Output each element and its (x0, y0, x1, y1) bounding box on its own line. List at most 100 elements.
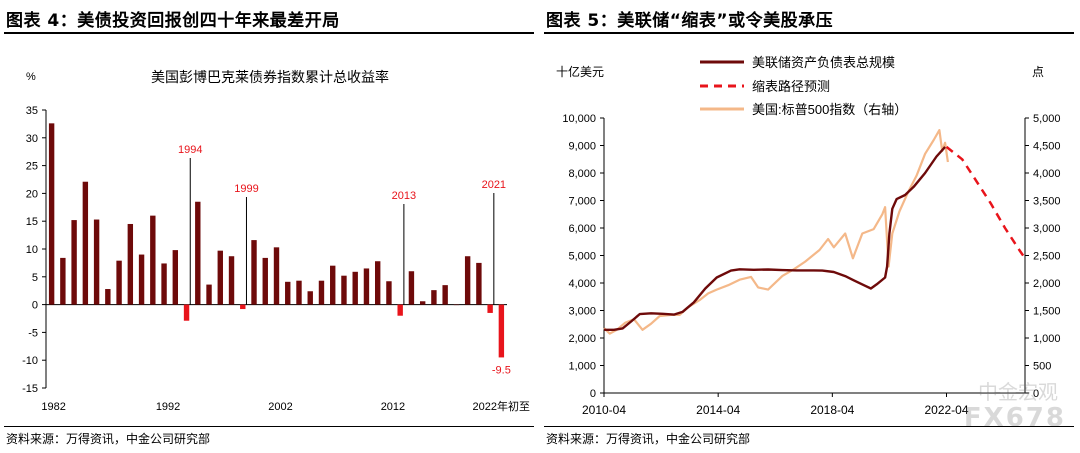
annotation-label: 2013 (392, 190, 416, 202)
bar-1998 (228, 256, 235, 305)
right-tick-label: 2,500 (1033, 251, 1061, 263)
left-tick-label: 0 (590, 388, 596, 400)
panel-fed-balance: 图表 5：美联储“缩表”或令美股承压 十亿美元 点 0 1,000 2,000 3,000… (540, 0, 1080, 453)
bar-1992 (161, 263, 167, 305)
legend-label: 缩表路径预测 (752, 79, 830, 94)
bar-1993 (172, 250, 179, 305)
bar-1999 (240, 304, 246, 310)
panel-bond-returns: 图表 4：美债投资回报创四十年来最差开局 美国彭博巴克莱债券指数累计总收益率% -… (4, 11, 534, 446)
watermark-logo: 中金宏观 (978, 380, 1058, 404)
left-tick-label: 8,000 (568, 168, 596, 180)
bar-2007 (330, 265, 336, 305)
source-note: 资料来源：万得资讯，中金公司研究部 (6, 432, 211, 446)
title-rule (4, 32, 534, 34)
x-tick-label: 2022年初至 (473, 399, 530, 413)
left-tick-label: 9,000 (568, 141, 596, 153)
source-note: 资料来源：万得资讯，中金公司研究部 (546, 432, 751, 446)
right-tick-label: 3,500 (1033, 196, 1061, 208)
bar-2017 (442, 285, 448, 305)
watermark-fx678: FX678 (963, 403, 1066, 433)
bar-1982 (48, 123, 55, 305)
bar-1996 (206, 284, 212, 305)
bar-2020 (476, 262, 482, 305)
y-tick-label: 20 (26, 188, 38, 200)
bar-2022 (498, 304, 505, 358)
bar-2010 (363, 268, 370, 305)
y-axis-unit: % (26, 71, 36, 83)
right-axis-unit: 点 (1032, 65, 1044, 79)
bar-1994 (183, 304, 190, 321)
bar-1983 (60, 257, 66, 305)
right-tick-label: 4,500 (1033, 141, 1061, 153)
bar-2011 (374, 261, 381, 305)
bar-2015 (419, 301, 426, 305)
bar-2012 (386, 281, 392, 305)
bond-returns-chart: 美国彭博巴克莱债券指数累计总收益率% -15 -10 -5 0 5 10 15 20 25 30 35… (22, 69, 530, 413)
y-tick-label: 15 (26, 216, 38, 228)
bar-1995 (195, 201, 201, 305)
right-tick-label: 0 (1033, 388, 1039, 400)
bar-2019 (464, 256, 471, 305)
y-tick-label: 25 (26, 161, 38, 173)
bar-1988 (116, 260, 122, 305)
right-tick-label: 5,000 (1033, 113, 1061, 125)
x-tick-label: 2002 (268, 401, 292, 413)
left-tick-label: 4,000 (568, 278, 596, 290)
y-tick-label: 0 (32, 300, 38, 312)
data-label: -9.5 (492, 364, 511, 376)
figure-title: 图表 5：美联储“缩表”或令美股承压 (546, 11, 834, 31)
legend-label: 美国:标普500指数（右轴） (752, 102, 907, 117)
right-tick-label: 1,500 (1033, 306, 1061, 318)
left-tick-label: 2,000 (568, 333, 596, 345)
x-tick-label: 2010-04 (582, 403, 626, 417)
series-line-1 (945, 145, 1027, 260)
y-tick-label: -10 (22, 355, 38, 367)
bar-2009 (352, 271, 358, 305)
y-tick-label: 5 (32, 272, 38, 284)
y-tick-label: 30 (26, 133, 38, 145)
bar-1990 (138, 254, 145, 305)
y-tick-label: -5 (28, 327, 38, 339)
series-line-0 (604, 146, 946, 331)
x-tick-label: 1982 (41, 401, 65, 413)
chart-title: 美国彭博巴克莱债券指数累计总收益率 (151, 69, 389, 85)
right-tick-label: 4,000 (1033, 168, 1061, 180)
annotation-label: 1994 (178, 144, 202, 156)
x-tick-label: 2014-04 (696, 403, 740, 417)
x-tick-label: 2022-04 (924, 403, 968, 417)
bar-2008 (341, 275, 347, 305)
title-rule (544, 32, 1074, 34)
x-tick-label: 2012 (381, 401, 405, 413)
right-tick-label: 1,000 (1033, 333, 1061, 345)
bar-2013 (397, 304, 403, 316)
left-tick-label: 7,000 (568, 196, 596, 208)
right-tick-label: 500 (1033, 361, 1051, 373)
right-tick-label: 3,000 (1033, 223, 1061, 235)
left-tick-label: 1,000 (568, 361, 596, 373)
bar-1987 (105, 289, 111, 305)
y-tick-label: 10 (26, 244, 38, 256)
source-rule (4, 426, 534, 427)
bar-2014 (408, 271, 415, 305)
fed-balance-chart: 十亿美元 点 0 1,000 2,000 3,000 4,000 5,000 6,000 7,00… (556, 55, 1061, 417)
bar-2001 (262, 257, 268, 305)
y-tick-label: 35 (26, 105, 38, 117)
right-tick-label: 2,000 (1033, 278, 1061, 290)
bar-2000 (251, 240, 257, 305)
source-rule (544, 426, 1074, 427)
bar-1985 (82, 181, 89, 305)
x-tick-label: 2018-04 (810, 403, 854, 417)
bar-1989 (127, 223, 134, 305)
bar-2006 (318, 280, 325, 305)
bar-2004 (296, 280, 302, 305)
figure-title: 图表 4：美债投资回报创四十年来最差开局 (6, 11, 340, 31)
bar-2005 (307, 291, 313, 305)
annotation-label: 2021 (482, 179, 506, 191)
left-tick-label: 6,000 (568, 223, 596, 235)
x-tick-label: 1992 (156, 401, 180, 413)
bar-2021 (487, 304, 493, 313)
legend-label: 美联储资产负债表总规模 (752, 55, 895, 70)
left-tick-label: 5,000 (568, 251, 596, 263)
left-axis-unit: 十亿美元 (556, 64, 604, 79)
left-tick-label: 10,000 (562, 113, 596, 125)
